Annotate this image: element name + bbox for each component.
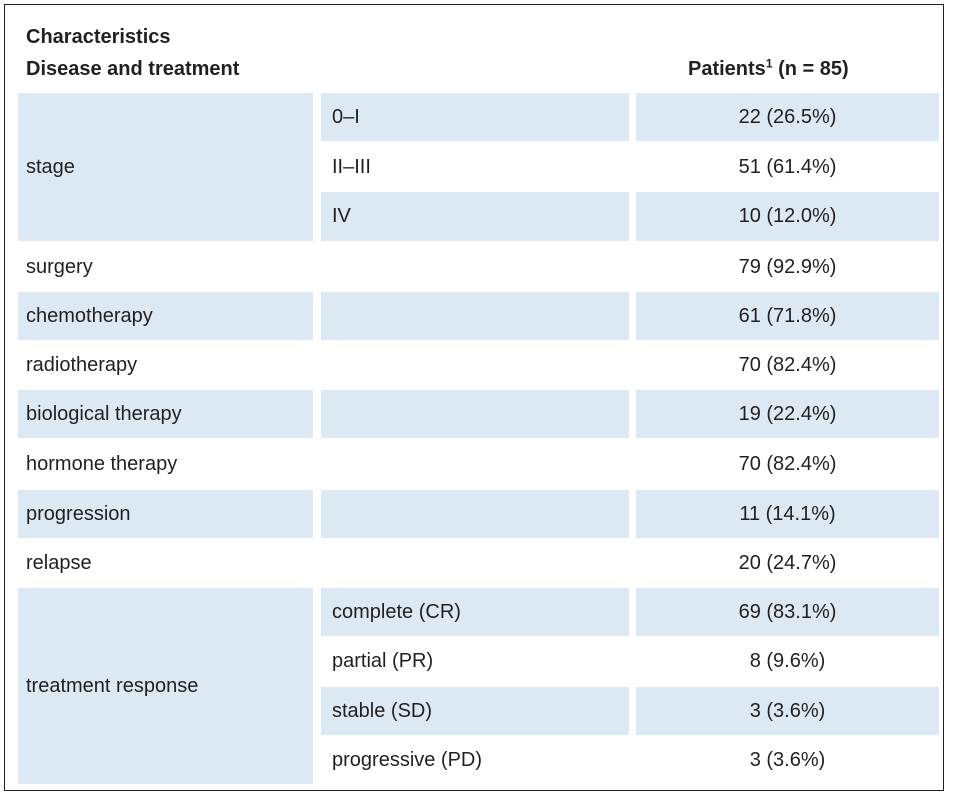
response-sub-2: stable (SD) <box>321 687 629 735</box>
row-surgery-label: surgery <box>26 255 93 278</box>
response-value-2: 3 (3.6%) <box>636 687 939 735</box>
row-progression-empty <box>321 490 629 538</box>
response-value-0: 69 (83.1%) <box>636 588 939 636</box>
stage-sub-2: IV <box>321 192 629 241</box>
row-stage-label: stage <box>18 93 313 241</box>
row-treatment-response-label: treatment response <box>18 588 313 784</box>
header-patients-label: Patients <box>688 58 766 80</box>
response-sub-1: partial (PR) <box>332 650 434 672</box>
row-relapse-value: 20 (24.7%) <box>738 551 837 574</box>
row-biological-therapy-empty <box>321 390 629 438</box>
row-biological-therapy-label: biological therapy <box>18 390 313 438</box>
header-patients: Patients1 (n = 85) <box>688 56 849 81</box>
row-radiotherapy-value: 70 (82.4%) <box>738 353 837 376</box>
response-value-1: 8 (9.6%) <box>749 650 826 672</box>
header-disease-treatment: Disease and treatment <box>26 58 240 80</box>
table-frame <box>4 4 944 791</box>
row-chemotherapy-label: chemotherapy <box>18 292 313 340</box>
stage-value-1: 51 (61.4%) <box>738 155 837 178</box>
header-patients-footnote: 1 <box>765 56 773 71</box>
stage-sub-0: 0–I <box>321 93 629 141</box>
header-patients-n: (n = 85) <box>778 58 849 80</box>
response-sub-0: complete (CR) <box>321 588 629 636</box>
stage-value-2: 10 (12.0%) <box>636 192 939 241</box>
row-chemotherapy-empty <box>321 292 629 340</box>
row-progression-value: 11 (14.1%) <box>636 490 939 538</box>
response-sub-3: progressive (PD) <box>332 749 483 771</box>
stage-sub-1: II–III <box>332 155 371 178</box>
row-hormone-therapy-value: 70 (82.4%) <box>738 452 837 475</box>
row-surgery-value: 79 (92.9%) <box>738 255 837 278</box>
row-biological-therapy-value: 19 (22.4%) <box>636 390 939 438</box>
row-relapse-label: relapse <box>26 551 92 574</box>
row-progression-label: progression <box>18 490 313 538</box>
row-chemotherapy-value: 61 (71.8%) <box>636 292 939 340</box>
stage-value-0: 22 (26.5%) <box>636 93 939 141</box>
response-value-3: 3 (3.6%) <box>749 749 826 771</box>
row-hormone-therapy-label: hormone therapy <box>26 452 178 475</box>
row-radiotherapy-label: radiotherapy <box>26 353 138 376</box>
header-characteristics: Characteristics <box>26 26 171 48</box>
